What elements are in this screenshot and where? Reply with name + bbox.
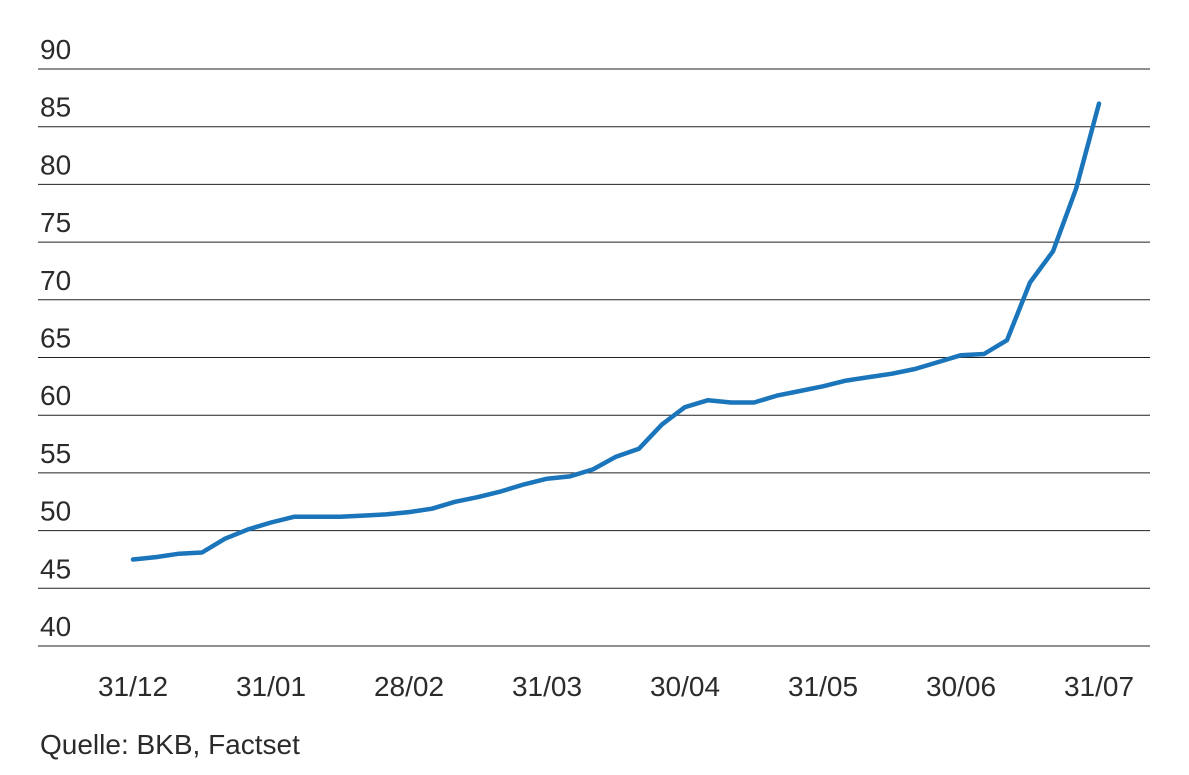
y-tick-label: 40	[40, 611, 71, 642]
y-tick-label: 90	[40, 34, 71, 65]
source-note: Quelle: BKB, Factset	[40, 729, 300, 760]
y-tick-label: 80	[40, 149, 71, 180]
x-tick-label: 31/07	[1064, 671, 1134, 702]
x-tick-label: 31/05	[788, 671, 858, 702]
y-tick-label: 60	[40, 380, 71, 411]
y-tick-label: 55	[40, 438, 71, 469]
x-tick-label: 31/03	[512, 671, 582, 702]
x-tick-label: 30/06	[926, 671, 996, 702]
x-tick-label: 30/04	[650, 671, 720, 702]
x-tick-label: 31/01	[236, 671, 306, 702]
y-tick-label: 50	[40, 496, 71, 527]
x-tick-label: 28/02	[374, 671, 444, 702]
y-tick-label: 85	[40, 92, 71, 123]
x-tick-label: 31/12	[98, 671, 168, 702]
y-tick-label: 65	[40, 323, 71, 354]
data-line	[130, 101, 1102, 562]
y-tick-label: 45	[40, 553, 71, 584]
y-tick-label: 75	[40, 207, 71, 238]
y-tick-label: 70	[40, 265, 71, 296]
